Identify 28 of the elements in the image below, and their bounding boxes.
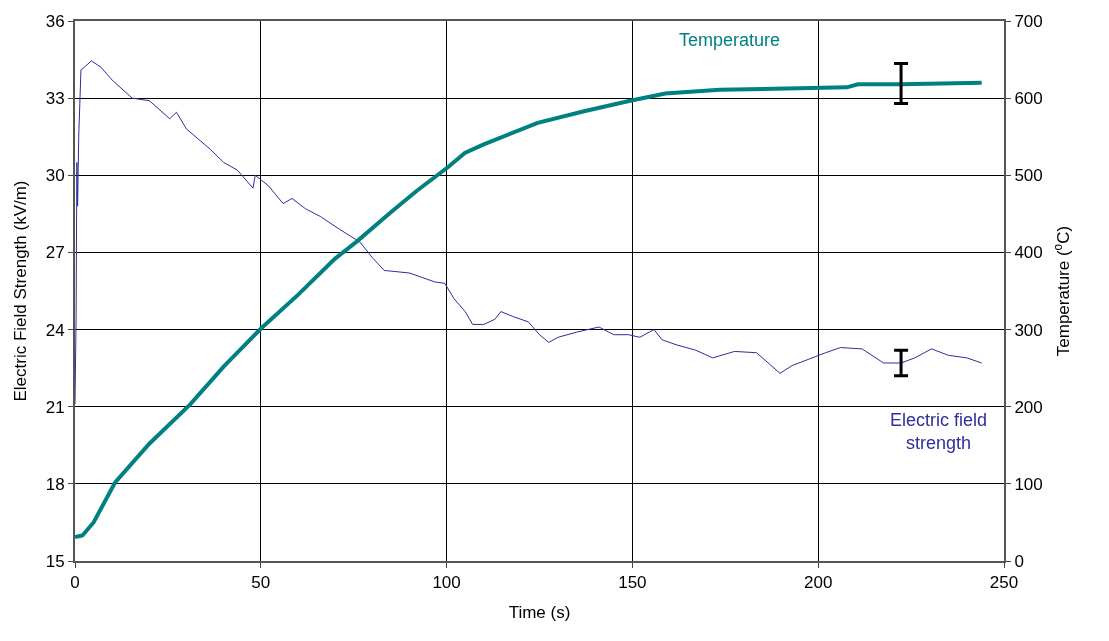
x-axis-title: Time (s) (508, 603, 571, 623)
x-tick-label: 200 (804, 573, 833, 593)
y2-tick-label: 500 (1014, 166, 1043, 186)
y-tick-label: 33 (45, 89, 65, 109)
y2-tick-label: 700 (1014, 11, 1043, 31)
text: Temperature (679, 30, 781, 50)
x-tick-label: 150 (618, 573, 647, 593)
x-tick-label: 0 (70, 573, 80, 593)
y2-tick-label: 300 (1014, 320, 1043, 340)
y-tick-label: 36 (45, 11, 65, 31)
y-tick-label: 30 (45, 166, 65, 186)
y2-tick-label: 600 (1014, 89, 1043, 109)
y2-tick-label: 100 (1014, 474, 1043, 494)
text: Electric field strength (890, 410, 988, 454)
x-tick-label: 50 (251, 573, 271, 593)
x-tick-label: 250 (989, 573, 1019, 593)
y-tick-label: 21 (45, 397, 65, 417)
y-tick-label: 24 (45, 320, 65, 340)
y2-tick-label: 200 (1014, 397, 1043, 417)
line-series (75, 80, 984, 540)
y2-tick-label: 0 (1014, 551, 1024, 571)
y-tick-label: 27 (45, 243, 65, 263)
x-tick-label: 100 (432, 573, 461, 593)
y2-tick-label: 400 (1014, 243, 1043, 263)
y-axis-title: Electric Field Strength (kV/m) (10, 180, 30, 402)
line-series (75, 60, 983, 405)
y-tick-label: 18 (45, 474, 65, 494)
y-tick-label: 15 (45, 551, 65, 571)
